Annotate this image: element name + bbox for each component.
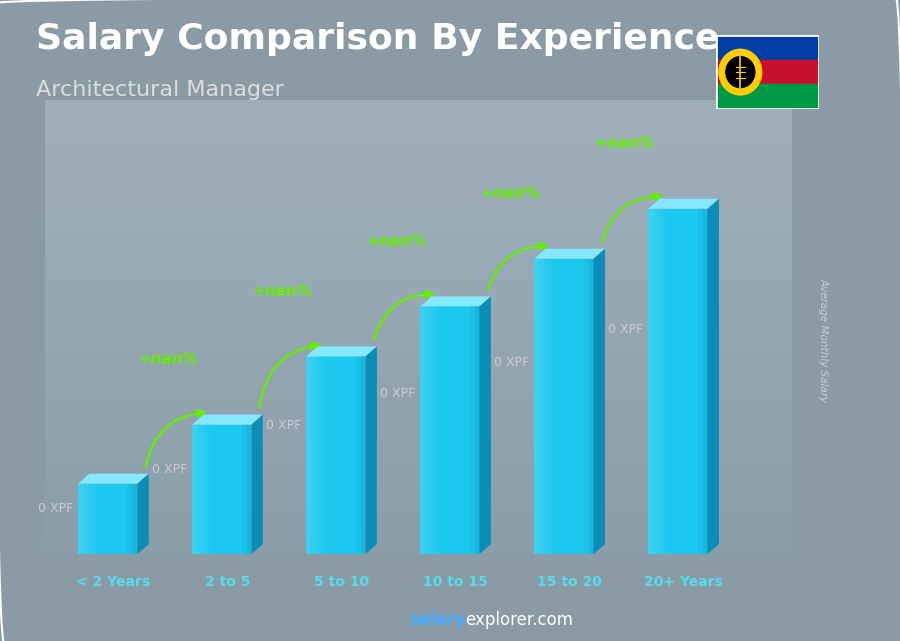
Polygon shape — [470, 306, 474, 554]
Bar — [45, 486, 792, 509]
Polygon shape — [535, 249, 605, 259]
Polygon shape — [306, 346, 377, 356]
Text: Architectural Manager: Architectural Manager — [36, 80, 284, 100]
Polygon shape — [420, 306, 425, 554]
Polygon shape — [78, 474, 148, 484]
Text: explorer.com: explorer.com — [465, 611, 573, 629]
Bar — [45, 531, 792, 554]
Polygon shape — [192, 424, 197, 554]
Polygon shape — [132, 484, 138, 554]
Polygon shape — [480, 296, 491, 554]
Polygon shape — [648, 209, 707, 554]
Text: +nan%: +nan% — [139, 352, 199, 367]
Text: Average Monthly Salary: Average Monthly Salary — [818, 278, 829, 402]
Polygon shape — [698, 209, 703, 554]
Text: 0 XPF: 0 XPF — [266, 419, 302, 432]
Polygon shape — [88, 484, 93, 554]
Bar — [45, 327, 792, 349]
Bar — [45, 395, 792, 418]
Bar — [45, 213, 792, 236]
Bar — [716, 60, 819, 84]
Text: 0 XPF: 0 XPF — [608, 323, 644, 336]
Polygon shape — [648, 209, 653, 554]
Bar — [45, 190, 792, 213]
Bar — [45, 418, 792, 440]
Polygon shape — [703, 209, 707, 554]
Polygon shape — [316, 356, 321, 554]
Polygon shape — [594, 249, 605, 554]
Polygon shape — [306, 356, 365, 554]
Circle shape — [719, 49, 761, 95]
Polygon shape — [648, 199, 719, 209]
Text: Salary Comparison By Experience: Salary Comparison By Experience — [36, 22, 719, 56]
Text: < 2 Years: < 2 Years — [76, 574, 150, 588]
Text: +nan%: +nan% — [481, 186, 541, 201]
Bar — [716, 84, 819, 109]
Bar — [45, 145, 792, 168]
Polygon shape — [425, 306, 430, 554]
Polygon shape — [138, 474, 148, 554]
Bar — [45, 349, 792, 372]
Polygon shape — [202, 424, 207, 554]
Bar — [45, 440, 792, 463]
Bar — [45, 122, 792, 145]
Bar — [45, 99, 792, 122]
Text: 20+ Years: 20+ Years — [644, 574, 723, 588]
Polygon shape — [361, 356, 365, 554]
Text: +nan%: +nan% — [595, 136, 654, 151]
Polygon shape — [192, 415, 263, 424]
Polygon shape — [653, 209, 658, 554]
Polygon shape — [78, 484, 83, 554]
Polygon shape — [197, 424, 202, 554]
Polygon shape — [535, 259, 539, 554]
Circle shape — [725, 56, 755, 88]
Bar — [45, 463, 792, 486]
Polygon shape — [539, 259, 544, 554]
Polygon shape — [430, 306, 435, 554]
Text: +nan%: +nan% — [366, 234, 427, 249]
Text: 0 XPF: 0 XPF — [152, 463, 187, 476]
Bar — [45, 236, 792, 259]
Text: 5 to 10: 5 to 10 — [314, 574, 369, 588]
Polygon shape — [589, 259, 594, 554]
Bar — [45, 168, 792, 190]
Polygon shape — [247, 424, 251, 554]
Text: 10 to 15: 10 to 15 — [423, 574, 488, 588]
Bar — [45, 281, 792, 304]
Bar — [45, 304, 792, 327]
Polygon shape — [544, 259, 549, 554]
Text: 0 XPF: 0 XPF — [39, 502, 74, 515]
Polygon shape — [420, 296, 490, 306]
Bar — [45, 509, 792, 531]
Polygon shape — [306, 356, 311, 554]
Polygon shape — [365, 346, 377, 554]
Text: 0 XPF: 0 XPF — [381, 387, 416, 399]
Polygon shape — [420, 306, 480, 554]
Polygon shape — [707, 199, 719, 554]
Polygon shape — [535, 259, 594, 554]
Polygon shape — [241, 424, 247, 554]
Polygon shape — [474, 306, 480, 554]
Bar — [716, 35, 819, 60]
Polygon shape — [192, 424, 251, 554]
Text: +nan%: +nan% — [253, 284, 312, 299]
Bar — [45, 259, 792, 281]
Polygon shape — [584, 259, 589, 554]
Polygon shape — [83, 484, 88, 554]
Bar — [45, 372, 792, 395]
Text: 2 to 5: 2 to 5 — [204, 574, 250, 588]
Text: salary: salary — [410, 611, 466, 629]
Polygon shape — [658, 209, 663, 554]
Polygon shape — [356, 356, 361, 554]
Polygon shape — [128, 484, 132, 554]
Polygon shape — [311, 356, 316, 554]
Text: 15 to 20: 15 to 20 — [537, 574, 602, 588]
Text: 0 XPF: 0 XPF — [494, 356, 530, 369]
Polygon shape — [78, 484, 138, 554]
Polygon shape — [251, 415, 263, 554]
